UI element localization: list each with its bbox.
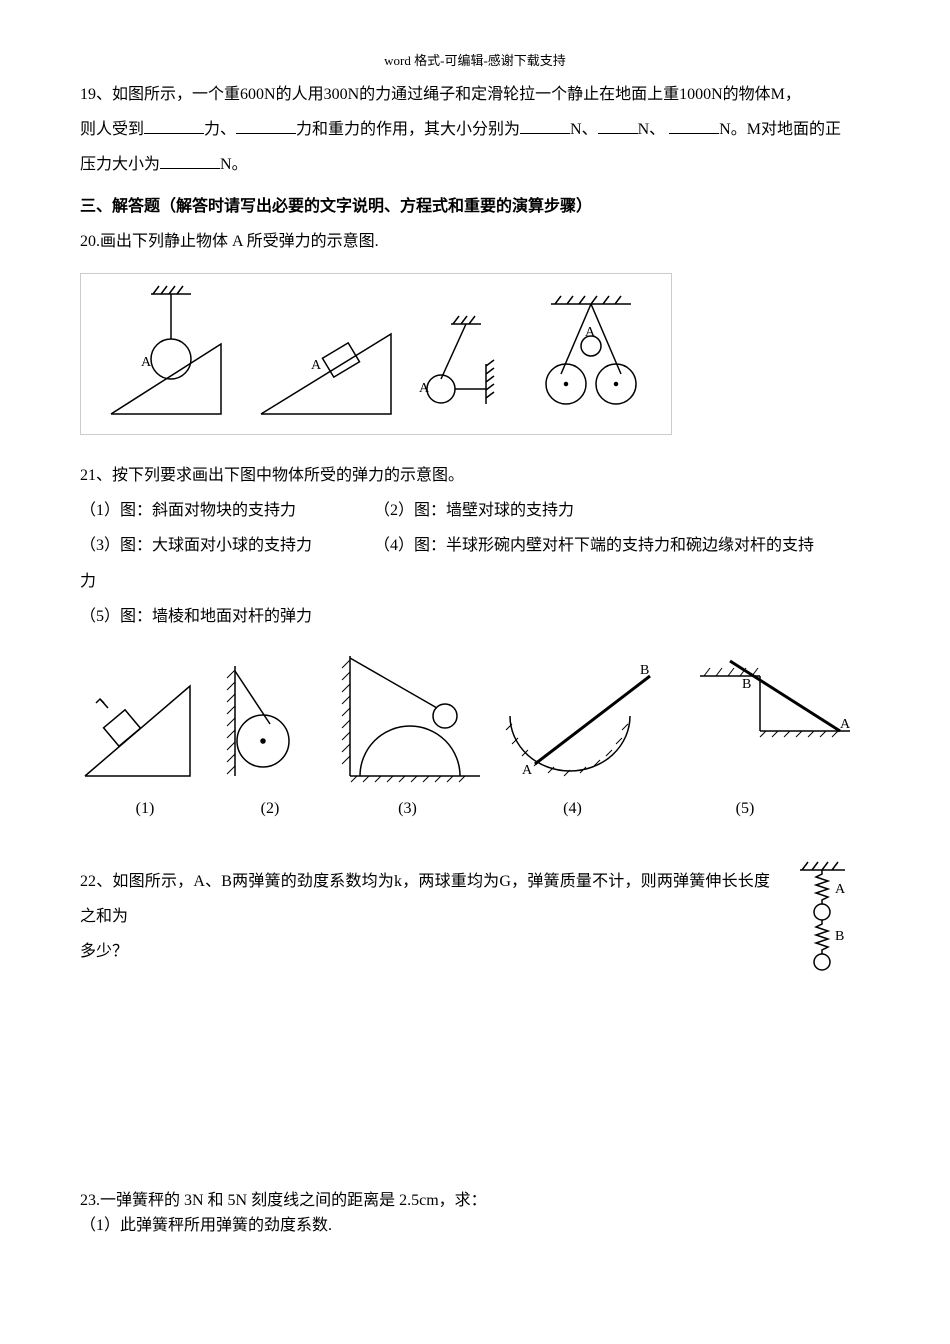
svg-text:A: A bbox=[141, 355, 152, 370]
q19-t1: 如图所示，一个重600N的人用300N的力通过绳子和定滑轮拉一个静止在地面上重1… bbox=[112, 86, 801, 103]
q22-text: 22、如图所示，A、B两弹簧的劲度系数均为k，两球重均为G，弹簧质量不计，则两弹… bbox=[80, 864, 870, 934]
svg-text:A: A bbox=[522, 763, 533, 778]
svg-text:A: A bbox=[311, 358, 322, 373]
lbl1: (1) bbox=[80, 800, 210, 818]
q21-l2b: （4）图：半球形碗内壁对杆下端的支持力和碗边缘对杆的支持 bbox=[374, 537, 814, 554]
svg-text:B: B bbox=[835, 929, 844, 944]
q21-l3: 力 bbox=[80, 564, 870, 599]
q19-t2: 则人受到 bbox=[80, 121, 144, 138]
svg-text:A: A bbox=[419, 381, 430, 396]
q21-svg: A B bbox=[80, 646, 860, 796]
q21-l4: （5）图：墙棱和地面对杆的弹力 bbox=[80, 599, 870, 634]
q20-figures: A A bbox=[80, 273, 672, 435]
q22-text2: 多少？ bbox=[80, 934, 870, 969]
svg-text:B: B bbox=[640, 663, 649, 678]
svg-text:B: B bbox=[742, 677, 751, 692]
q19-num: 19、 bbox=[80, 86, 112, 103]
header-note: word 格式-可编辑-感谢下载支持 bbox=[80, 50, 870, 69]
lbl3: (3) bbox=[330, 800, 485, 818]
q23-l2: （1）此弹簧秤所用弹簧的劲度系数. bbox=[80, 1213, 870, 1239]
q21-labels: (1) (2) (3) (4) (5) bbox=[80, 800, 870, 818]
svg-text:A: A bbox=[835, 882, 846, 897]
section3-title: 三、解答题（解答时请写出必要的文字说明、方程式和重要的演算步骤） bbox=[80, 189, 870, 224]
q19-t4: 力和重力的作用，其大小分别为 bbox=[296, 121, 520, 138]
q20-svg: A A bbox=[91, 284, 661, 424]
lbl4: (4) bbox=[485, 800, 660, 818]
lbl2: (2) bbox=[210, 800, 330, 818]
q23-block: 23.一弹簧秤的 3N 和 5N 刻度线之间的距离是 2.5cm，求： （1）此… bbox=[80, 1188, 870, 1239]
q23-l1: 23.一弹簧秤的 3N 和 5N 刻度线之间的距离是 2.5cm，求： bbox=[80, 1188, 870, 1214]
q19-t9: N。 bbox=[220, 156, 248, 173]
q19-t8: 压力大小为 bbox=[80, 156, 160, 173]
blank bbox=[520, 117, 570, 134]
lbl5: (5) bbox=[660, 800, 830, 818]
svg-text:A: A bbox=[840, 717, 851, 732]
blank bbox=[669, 117, 719, 134]
blank bbox=[236, 117, 296, 134]
blank bbox=[160, 152, 220, 169]
q19-t7: N。M对地面的正 bbox=[719, 121, 841, 138]
q22-block: A B 22、如图所示，A、B两弹簧的劲度系数均为k，两球重均为G，弹簧质量不计… bbox=[80, 864, 870, 988]
q21-l1: （1）图：斜面对物块的支持力 （2）图：墙壁对球的支持力 bbox=[80, 493, 870, 528]
q19: 19、如图所示，一个重600N的人用300N的力通过绳子和定滑轮拉一个静止在地面… bbox=[80, 77, 870, 112]
q19-t6: N、 bbox=[638, 121, 666, 138]
page-root: word 格式-可编辑-感谢下载支持 19、如图所示，一个重600N的人用300… bbox=[0, 0, 950, 1279]
q19-t5: N、 bbox=[570, 121, 598, 138]
q21-l1b: （2）图：墙壁对球的支持力 bbox=[374, 502, 574, 519]
q22-figure: A B bbox=[790, 858, 870, 988]
q20: 20.画出下列静止物体 A 所受弹力的示意图. bbox=[80, 224, 870, 259]
q19-line3: 压力大小为 N。 bbox=[80, 147, 870, 182]
q21-l1a: （1）图：斜面对物块的支持力 bbox=[80, 502, 296, 519]
q19-t3: 力、 bbox=[204, 121, 236, 138]
q21-l2a: （3）图：大球面对小球的支持力 bbox=[80, 537, 312, 554]
blank bbox=[144, 117, 204, 134]
blank bbox=[598, 117, 638, 134]
q21-intro: 21、按下列要求画出下图中物体所受的弹力的示意图。 bbox=[80, 458, 870, 493]
q21-figures: A B bbox=[80, 646, 870, 818]
q19-line2: 则人受到 力、 力和重力的作用，其大小分别为 N、 N、 N。M对地面的正 bbox=[80, 112, 870, 147]
svg-text:A: A bbox=[585, 325, 596, 340]
q21-l2: （3）图：大球面对小球的支持力 （4）图：半球形碗内壁对杆下端的支持力和碗边缘对… bbox=[80, 528, 870, 563]
